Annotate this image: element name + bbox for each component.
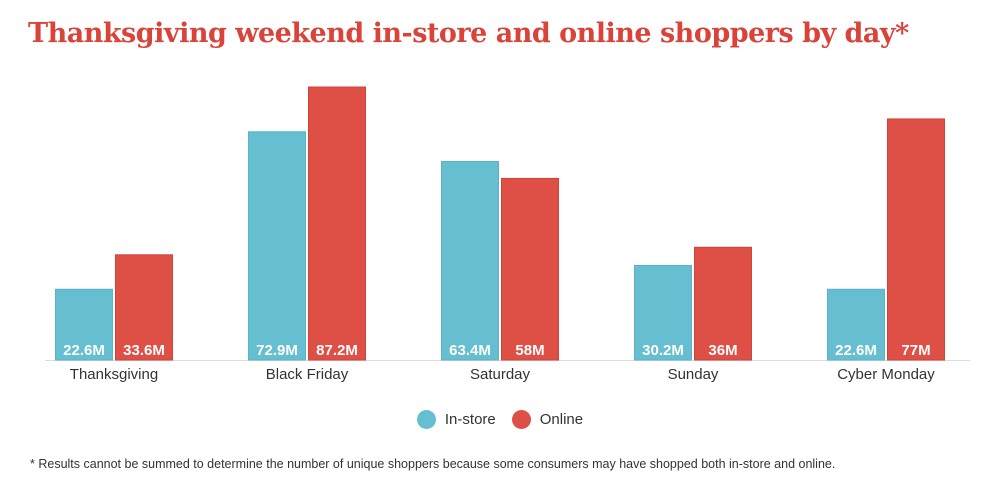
- legend-label: Online: [539, 411, 584, 428]
- data-label: 22.6M: [63, 342, 105, 359]
- bar-chart: 22.6M 33.6M Thanksgiving 72.9M 87.2M Black Fr…: [45, 86, 970, 383]
- data-label: 63.4M: [449, 342, 491, 359]
- legend: In-store Online: [0, 410, 1000, 429]
- data-label: 72.9M: [256, 342, 298, 359]
- bar-in-store-thanksgiving: [55, 288, 113, 361]
- data-label: 87.2M: [316, 342, 358, 359]
- data-label: 36M: [708, 342, 737, 359]
- x-tick-label: Sunday: [668, 366, 719, 383]
- legend-label: In-store: [444, 411, 496, 428]
- bar-in-store-saturday: [441, 161, 499, 361]
- bar-online-thanksgiving: [115, 254, 173, 361]
- bar-in-store-cyber-monday: [827, 288, 885, 361]
- x-tick-label: Black Friday: [266, 366, 349, 383]
- bar-in-store-black-friday: [248, 131, 306, 361]
- data-label: 58M: [515, 342, 544, 359]
- data-label: 30.2M: [642, 342, 684, 359]
- legend-item-online: Online: [511, 410, 584, 429]
- data-label: 22.6M: [835, 342, 877, 359]
- bar-in-store-sunday: [634, 264, 692, 361]
- bar-online-sunday: [694, 246, 752, 361]
- bar-online-cyber-monday: [887, 118, 945, 361]
- data-label: 33.6M: [123, 342, 165, 359]
- bar-online-saturday: [501, 177, 559, 361]
- footnote: * Results cannot be summed to determine …: [30, 457, 836, 471]
- bar-online-black-friday: [308, 86, 366, 361]
- chart-title: Thanksgiving weekend in-store and online…: [28, 18, 909, 49]
- legend-item-in-store: In-store: [416, 410, 496, 429]
- legend-swatch-in-store: [416, 410, 436, 429]
- data-label: 77M: [901, 342, 930, 359]
- legend-swatch-online: [511, 410, 531, 429]
- x-tick-label: Thanksgiving: [70, 366, 158, 383]
- x-tick-label: Saturday: [470, 366, 531, 383]
- x-tick-label: Cyber Monday: [837, 366, 935, 383]
